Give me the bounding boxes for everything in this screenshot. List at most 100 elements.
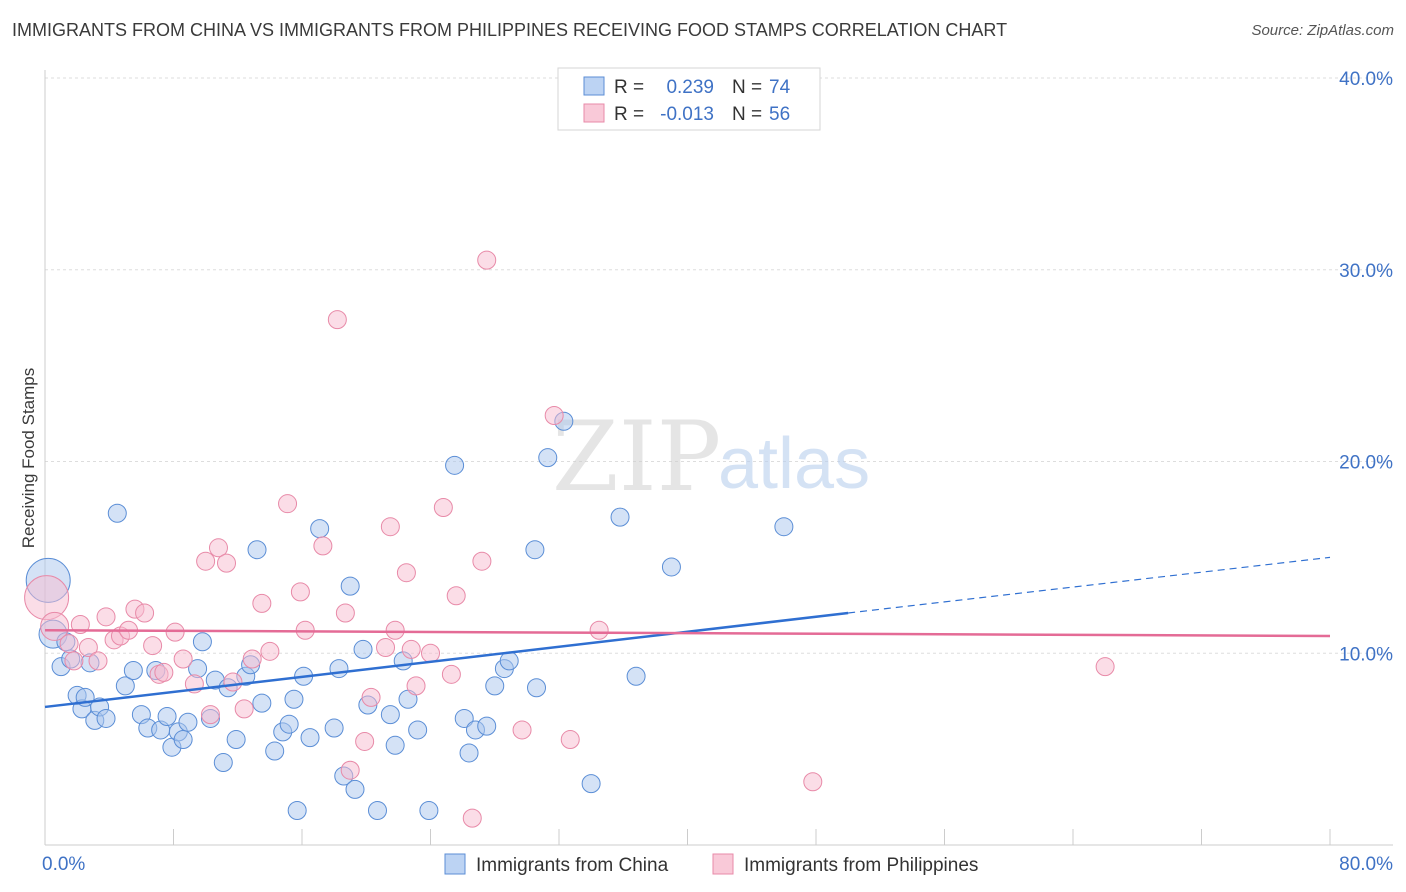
china-point xyxy=(385,735,405,755)
philippines-point xyxy=(252,593,272,613)
watermark-zip: ZIP xyxy=(552,401,721,513)
philippines-point xyxy=(208,538,228,558)
philippines-point xyxy=(385,620,405,640)
philippines-point xyxy=(64,651,84,671)
bottom-legend-label-philippines: Immigrants from Philippines xyxy=(744,855,978,876)
trend-line-china-projection xyxy=(848,556,1331,614)
china-point xyxy=(774,517,794,537)
china-point xyxy=(485,676,505,696)
china-point xyxy=(310,519,330,539)
china-point xyxy=(107,503,127,523)
china-point xyxy=(287,800,307,820)
bottom-legend-swatch-china xyxy=(444,853,466,875)
y-axis-label: Receiving Food Stamps xyxy=(19,368,38,548)
philippines-point xyxy=(401,639,421,659)
philippines-point xyxy=(24,575,70,621)
philippines-point xyxy=(217,553,237,573)
philippines-point xyxy=(59,634,79,654)
legend-n-label-philippines: N = xyxy=(732,104,762,125)
legend-r-label-china: R = xyxy=(614,77,644,98)
philippines-point xyxy=(421,643,440,663)
china-point xyxy=(247,540,267,560)
philippines-point xyxy=(234,699,254,719)
china-point xyxy=(626,666,646,686)
china-point xyxy=(459,743,479,763)
china-point xyxy=(380,705,400,725)
axes xyxy=(44,70,1393,846)
philippines-point xyxy=(223,672,243,692)
y-tick-label-30: 30.0% xyxy=(1339,261,1393,282)
philippines-point xyxy=(242,649,262,669)
china-point xyxy=(454,708,474,728)
china-point xyxy=(408,720,428,740)
y-tick-label-20: 20.0% xyxy=(1339,453,1393,474)
china-point xyxy=(284,689,304,709)
philippines-point xyxy=(278,494,298,514)
philippines-point xyxy=(380,517,400,537)
gridlines xyxy=(45,77,1393,654)
china-point xyxy=(538,448,558,468)
y-tick-labels: 10.0% 20.0% 30.0% 40.0% xyxy=(1339,69,1393,665)
philippines-point xyxy=(512,720,532,740)
china-point xyxy=(477,716,497,736)
philippines-point xyxy=(327,310,347,330)
philippines-point xyxy=(544,405,564,425)
china-point xyxy=(192,632,212,652)
philippines-point xyxy=(96,607,116,627)
philippines-point xyxy=(173,649,193,669)
china-point xyxy=(157,707,177,727)
china-point xyxy=(345,779,365,799)
china-point xyxy=(265,741,285,761)
trend-line-philippines xyxy=(44,628,1331,638)
legend-swatch-china xyxy=(583,76,605,96)
chart-title: IMMIGRANTS FROM CHINA VS IMMIGRANTS FROM… xyxy=(12,20,1008,40)
x-tick-label-max: 80.0% xyxy=(1339,854,1393,875)
bottom-legend-swatch-philippines xyxy=(712,853,734,875)
china-point xyxy=(279,714,299,734)
philippines-point xyxy=(40,611,70,641)
philippines-point xyxy=(396,563,416,583)
trend-line-china xyxy=(44,611,849,709)
philippines-point xyxy=(260,641,280,661)
philippines-point xyxy=(376,637,396,657)
philippines-point xyxy=(78,637,98,657)
china-point xyxy=(252,693,272,713)
x-tick-label-min: 0.0% xyxy=(42,854,85,875)
china-point xyxy=(300,728,320,748)
china-point xyxy=(115,676,135,696)
philippines-point xyxy=(803,772,823,792)
china-point xyxy=(525,540,545,560)
y-tick-label-10: 10.0% xyxy=(1339,644,1393,665)
trend-lines xyxy=(44,556,1331,709)
china-point xyxy=(527,678,547,698)
china-point xyxy=(367,800,387,820)
watermark: ZIP atlas xyxy=(552,401,870,513)
x-tick-marks xyxy=(173,829,1331,845)
y-tick-label-40: 40.0% xyxy=(1339,69,1393,90)
legend-n-value-china: 74 xyxy=(769,77,791,98)
philippines-point xyxy=(446,586,466,606)
china-point xyxy=(96,708,116,728)
bottom-legend-label-china: Immigrants from China xyxy=(476,855,669,876)
philippines-point xyxy=(313,536,333,556)
philippines-point xyxy=(340,760,360,780)
legend-r-value-china: 0.239 xyxy=(666,77,714,98)
philippines-point xyxy=(462,808,482,828)
china-point xyxy=(445,455,465,475)
philippines-point xyxy=(165,622,185,642)
philippines-point xyxy=(196,551,216,571)
philippines-point xyxy=(200,705,220,725)
bottom-legend: Immigrants from China Immigrants from Ph… xyxy=(444,853,978,876)
china-point xyxy=(353,639,373,659)
china-point xyxy=(178,712,198,732)
china-point xyxy=(226,730,246,750)
china-point xyxy=(661,557,681,577)
philippines-point xyxy=(88,651,108,671)
legend-r-value-philippines: -0.013 xyxy=(660,104,714,125)
philippines-point xyxy=(472,551,492,571)
philippines-point xyxy=(1095,657,1115,677)
china-point xyxy=(329,659,349,679)
china-point xyxy=(610,507,630,527)
china-point xyxy=(324,718,344,738)
